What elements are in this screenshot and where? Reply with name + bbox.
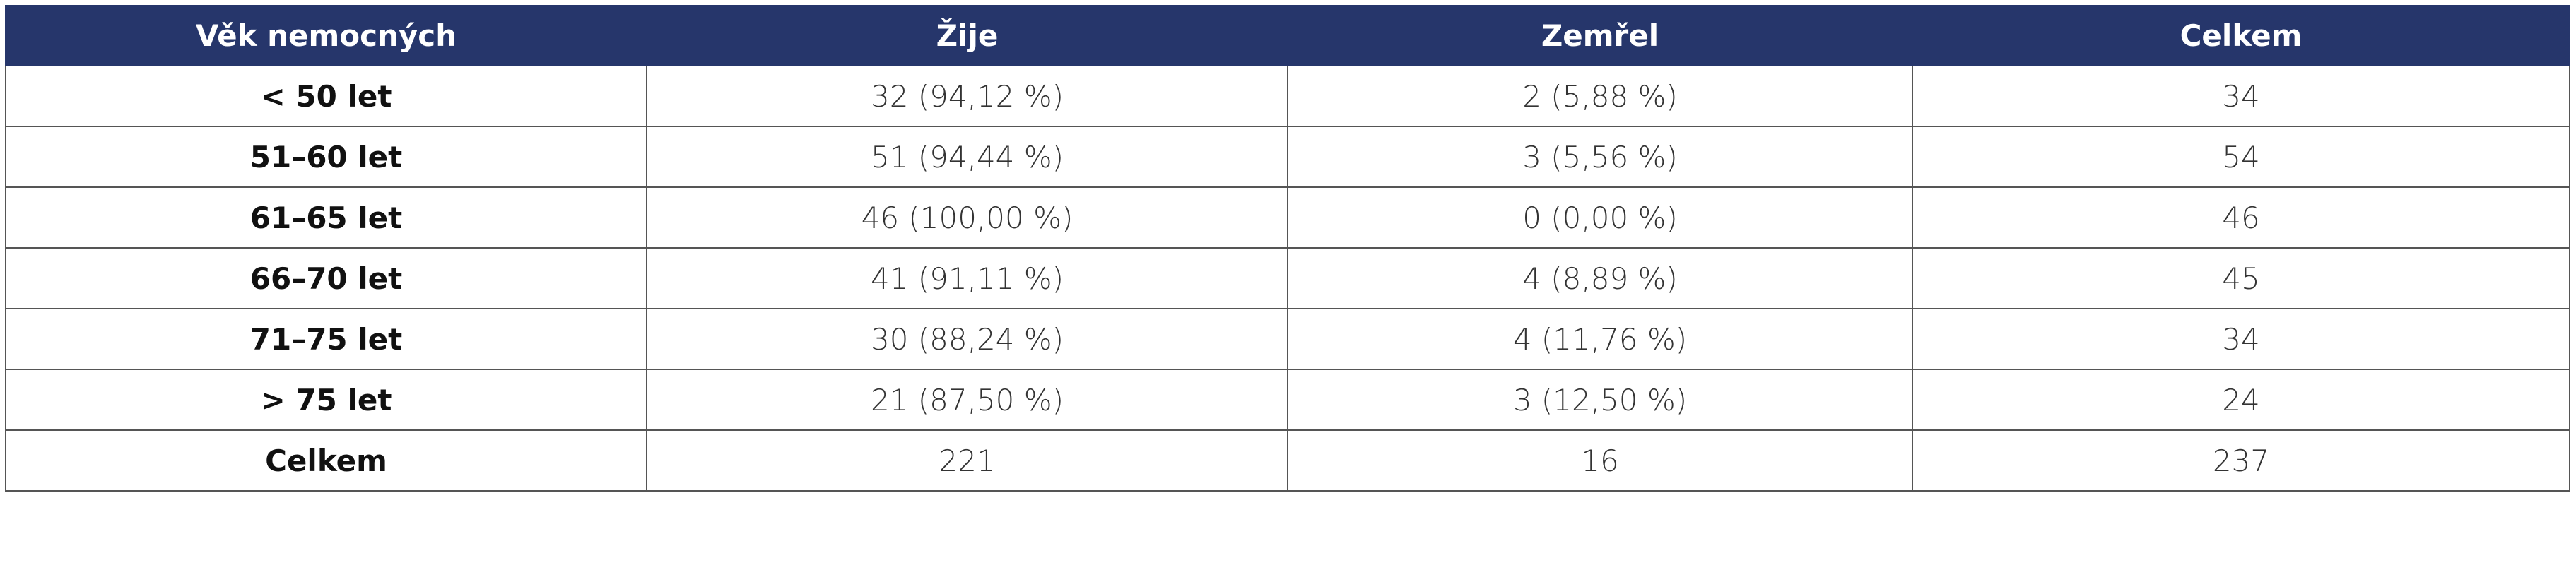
row-label: Celkem [5, 429, 647, 492]
table-cell: 3 (5,56 %) [1287, 126, 1913, 188]
table-cell: 4 (11,76 %) [1287, 308, 1913, 370]
table-cell: 32 (94,12 %) [646, 65, 1288, 127]
row-label: < 50 let [5, 65, 647, 127]
header-cell: Věk nemocných [5, 5, 647, 66]
table-row: 71–75 let 30 (88,24 %) 4 (11,76 %) 34 [5, 308, 2570, 370]
table-row: Celkem 221 16 237 [5, 429, 2570, 492]
table-row: > 75 let 21 (87,50 %) 3 (12,50 %) 24 [5, 369, 2570, 431]
row-label: 51–60 let [5, 126, 647, 188]
table-cell: 46 (100,00 %) [646, 186, 1288, 249]
table-cell: 24 [1912, 369, 2570, 431]
table-row: 61–65 let 46 (100,00 %) 0 (0,00 %) 46 [5, 186, 2570, 249]
table-cell: 54 [1912, 126, 2570, 188]
table-cell: 34 [1912, 65, 2570, 127]
table-row: 51–60 let 51 (94,44 %) 3 (5,56 %) 54 [5, 126, 2570, 188]
row-label: 66–70 let [5, 247, 647, 309]
table-cell: 2 (5,88 %) [1287, 65, 1913, 127]
header-cell: Zemřel [1287, 5, 1913, 66]
row-label: > 75 let [5, 369, 647, 431]
table-cell: 45 [1912, 247, 2570, 309]
header-row: Věk nemocných Žije Zemřel Celkem [5, 5, 2570, 66]
table-row: < 50 let 32 (94,12 %) 2 (5,88 %) 34 [5, 65, 2570, 127]
table-cell: 16 [1287, 429, 1913, 492]
table-cell: 21 (87,50 %) [646, 369, 1288, 431]
table-row: 66–70 let 41 (91,11 %) 4 (8,89 %) 45 [5, 247, 2570, 309]
table-cell: 46 [1912, 186, 2570, 249]
table-cell: 34 [1912, 308, 2570, 370]
header-cell: Žije [646, 5, 1288, 66]
table-cell: 237 [1912, 429, 2570, 492]
table-cell: 41 (91,11 %) [646, 247, 1288, 309]
table-body: < 50 let 32 (94,12 %) 2 (5,88 %) 34 51–60 le… [5, 65, 2570, 492]
data-table: Věk nemocných Žije Zemřel Celkem < 50 let 32… [5, 5, 2570, 492]
table-cell: 221 [646, 429, 1288, 492]
row-label: 61–65 let [5, 186, 647, 249]
row-label: 71–75 let [5, 308, 647, 370]
table-cell: 51 (94,44 %) [646, 126, 1288, 188]
table-cell: 3 (12,50 %) [1287, 369, 1913, 431]
table-cell: 4 (8,89 %) [1287, 247, 1913, 309]
table-cell: 0 (0,00 %) [1287, 186, 1913, 249]
header-cell: Celkem [1912, 5, 2570, 66]
table-cell: 30 (88,24 %) [646, 308, 1288, 370]
